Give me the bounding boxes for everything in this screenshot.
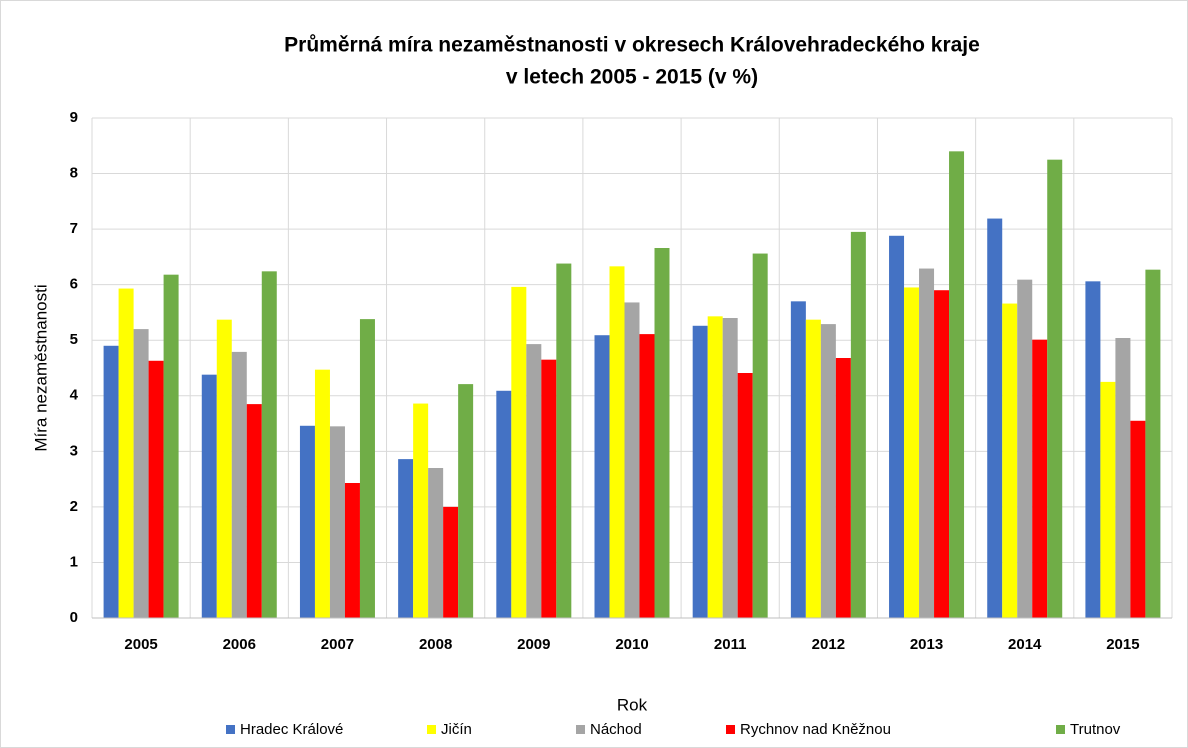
bar (805, 319, 821, 618)
bar (556, 263, 572, 618)
bar (1047, 159, 1063, 618)
legend-label: Náchod (590, 721, 642, 738)
legend-label: Rychnov nad Kněžnou (740, 721, 891, 738)
y-tick-label: 0 (70, 609, 78, 626)
bar (103, 345, 119, 618)
x-tick-label: 2015 (1106, 636, 1139, 653)
legend-swatch (226, 725, 235, 734)
bar (692, 325, 708, 618)
y-tick-label: 1 (70, 553, 78, 570)
bar (526, 344, 542, 618)
bar (752, 253, 768, 619)
chart-title: Průměrná míra nezaměstnanosti v okresech… (284, 34, 980, 57)
bar (299, 425, 315, 618)
bar (737, 373, 753, 618)
bar (359, 319, 375, 618)
bar (919, 268, 935, 618)
x-tick-label: 2010 (615, 636, 648, 653)
bar (1130, 420, 1146, 618)
bar (624, 302, 640, 618)
bar (163, 274, 179, 618)
bar (639, 334, 655, 618)
x-tick-label: 2011 (714, 636, 747, 653)
y-tick-label: 7 (70, 220, 78, 237)
bar (609, 266, 625, 618)
bar (1100, 381, 1116, 618)
x-tick-label: 2014 (1008, 636, 1042, 653)
bar (541, 359, 557, 618)
bar (148, 360, 164, 618)
bar (904, 287, 920, 618)
bar (654, 248, 670, 618)
bar (118, 288, 134, 618)
bar (261, 271, 277, 618)
bar (398, 459, 414, 618)
bar (594, 335, 610, 618)
bar (428, 468, 444, 618)
y-axis-label: Míra nezaměstnanosti (31, 284, 50, 451)
bar (820, 324, 836, 618)
y-tick-label: 3 (70, 442, 78, 459)
bar (329, 426, 345, 618)
x-tick-label: 2009 (517, 636, 550, 653)
legend-label: Trutnov (1070, 721, 1121, 738)
bar (413, 403, 429, 618)
x-axis-label: Rok (617, 695, 648, 714)
bar (850, 231, 866, 618)
bar (1115, 338, 1131, 618)
bar (1017, 279, 1033, 618)
legend-swatch (576, 725, 585, 734)
x-tick-label: 2006 (223, 636, 256, 653)
x-tick-label: 2013 (910, 636, 943, 653)
x-tick-label: 2012 (812, 636, 845, 653)
legend-swatch (427, 725, 436, 734)
chart-title: v letech 2005 - 2015 (v %) (506, 66, 758, 89)
bar (344, 483, 360, 618)
y-tick-label: 4 (70, 387, 79, 404)
bar (201, 374, 217, 618)
x-tick-label: 2005 (124, 636, 157, 653)
legend-label: Jičín (441, 721, 472, 738)
bar (1085, 281, 1101, 618)
bar (934, 290, 950, 618)
bar (707, 316, 723, 618)
x-tick-label: 2008 (419, 636, 452, 653)
bar (458, 384, 474, 618)
bar (511, 286, 527, 618)
y-tick-label: 9 (70, 109, 78, 126)
y-tick-label: 8 (70, 165, 78, 182)
bar (443, 506, 459, 618)
bar (133, 329, 149, 618)
bar (835, 358, 851, 618)
legend-label: Hradec Králové (240, 721, 343, 738)
bar (216, 319, 232, 618)
bar (496, 390, 512, 618)
bar (889, 235, 905, 618)
bar (1002, 303, 1018, 618)
x-tick-label: 2007 (321, 636, 354, 653)
bar (1145, 269, 1161, 618)
legend-swatch (1056, 725, 1065, 734)
y-tick-label: 5 (70, 331, 78, 348)
bar (949, 151, 965, 619)
bar (722, 318, 738, 618)
bar (1032, 339, 1048, 618)
y-tick-label: 2 (70, 498, 78, 515)
legend-swatch (726, 725, 735, 734)
bar (314, 369, 330, 618)
bar (790, 301, 806, 618)
bar (231, 351, 247, 618)
bar (987, 218, 1003, 619)
y-tick-label: 6 (70, 276, 78, 293)
bar (246, 404, 262, 618)
